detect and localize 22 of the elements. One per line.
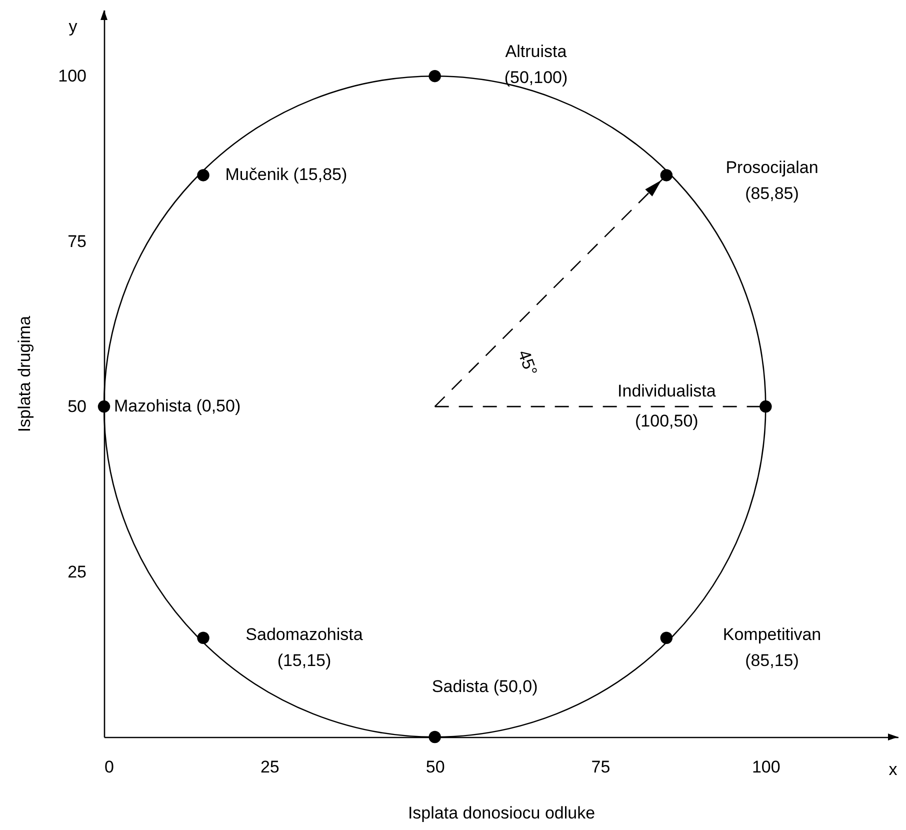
y-tick-label: 100: [58, 66, 86, 86]
annotation: 45°: [514, 347, 541, 378]
annotation: Mazohista (0,50): [114, 396, 241, 416]
annotation: Kompetitivan (85,15): [722, 625, 822, 670]
x-tick-label: 50: [426, 758, 445, 776]
y-tick-label: 25: [68, 562, 86, 582]
y-tick-label: 75: [68, 232, 86, 251]
x-axis-title: Isplata donosiocu odluke: [408, 804, 596, 822]
annotation: Individualista (100,50): [618, 382, 716, 431]
y-tick-label: 50: [68, 397, 86, 416]
y-axis-title: Isplata drugima: [15, 315, 34, 432]
annotation: Altruista (50,100): [504, 42, 568, 87]
annotation: Prosocijalan (85,85): [726, 158, 818, 203]
annotation: Mučenik (15,85): [225, 165, 348, 184]
text: y: [68, 17, 78, 36]
annotation: Sadista (50,0): [432, 677, 538, 696]
x-tick-label: 0: [104, 758, 114, 776]
annotation: Sadomazohista (15,15): [246, 624, 364, 670]
x-tick-label: 100: [752, 758, 780, 776]
x-tick-label: 25: [260, 758, 280, 776]
text: x: [888, 760, 898, 779]
x-tick-label: 75: [591, 758, 610, 776]
